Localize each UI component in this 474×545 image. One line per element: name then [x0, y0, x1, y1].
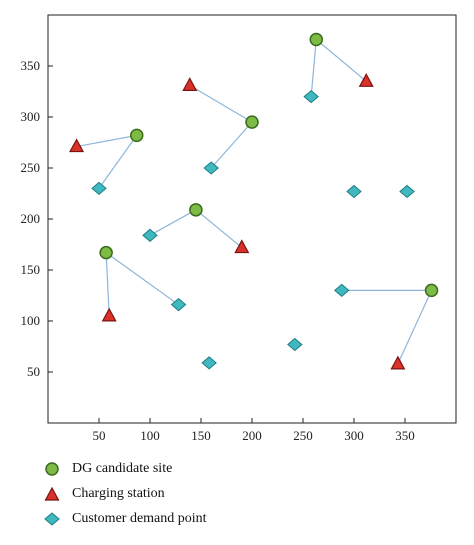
legend-item-demand: Customer demand point: [42, 506, 207, 531]
x-tick-label: 350: [395, 428, 415, 443]
y-tick-label: 100: [21, 313, 41, 328]
y-tick-label: 300: [21, 109, 41, 124]
charging-station-point: [234, 239, 250, 254]
demand-point: [346, 184, 362, 199]
demand-point: [201, 356, 217, 370]
demand-point: [287, 337, 303, 352]
y-tick-label: 200: [21, 211, 41, 226]
markers-layer: [69, 32, 439, 370]
diamond-icon: [42, 509, 62, 529]
charging-station-point: [390, 355, 406, 370]
x-tick-label: 100: [140, 428, 160, 443]
link-line: [149, 209, 197, 236]
dg-site-point: [309, 32, 324, 47]
links-layer: [76, 39, 433, 365]
x-tick-label: 200: [242, 428, 262, 443]
link-line: [98, 135, 138, 189]
link-line: [76, 134, 137, 148]
demand-point: [399, 184, 415, 199]
link-line: [195, 209, 243, 249]
charging-station-point: [358, 73, 374, 87]
legend-label-charging: Charging station: [72, 485, 165, 501]
demand-point: [303, 89, 319, 104]
demand-point: [142, 228, 158, 242]
scatter-chart: 50 100 150 200 250 300 350 50 100 150 200 250 300 350: [21, 14, 457, 443]
y-tick-label: 250: [21, 160, 41, 175]
y-tick-label: 150: [21, 262, 41, 277]
legend-label-demand: Customer demand point: [72, 510, 207, 526]
legend-item-charging: Charging station: [42, 481, 207, 506]
charging-station-point: [69, 138, 85, 153]
x-tick-label: 150: [191, 428, 211, 443]
triangle-icon: [42, 484, 62, 504]
charging-station-point: [182, 77, 198, 91]
charging-station-point: [101, 307, 117, 322]
x-tick-label: 250: [293, 428, 313, 443]
demand-point: [203, 161, 219, 175]
legend: DG candidate site Charging station Custo…: [42, 456, 207, 531]
dg-site-point: [189, 203, 203, 217]
legend-label-dg: DG candidate site: [72, 460, 173, 476]
demand-point: [333, 283, 350, 298]
legend-item-dg: DG candidate site: [42, 456, 207, 481]
link-line: [105, 252, 179, 306]
dg-site-point: [245, 115, 259, 129]
dg-site-point: [424, 283, 439, 298]
link-line: [310, 39, 317, 97]
link-line: [210, 121, 253, 169]
circle-icon: [42, 459, 62, 479]
link-line: [189, 84, 253, 123]
x-tick-label: 50: [93, 428, 106, 443]
demand-point: [91, 181, 107, 196]
x-tick-label: 300: [344, 428, 364, 443]
dg-site-point: [99, 245, 113, 260]
demand-point: [170, 298, 187, 312]
link-line: [105, 252, 110, 316]
ticks-layer: 50 100 150 200 250 300 350 50 100 150 200 250 300 350: [21, 58, 415, 443]
dg-site-point: [129, 128, 144, 143]
y-tick-label: 350: [21, 58, 41, 73]
link-line: [397, 290, 433, 365]
y-tick-label: 50: [27, 364, 40, 379]
link-line: [315, 39, 367, 82]
